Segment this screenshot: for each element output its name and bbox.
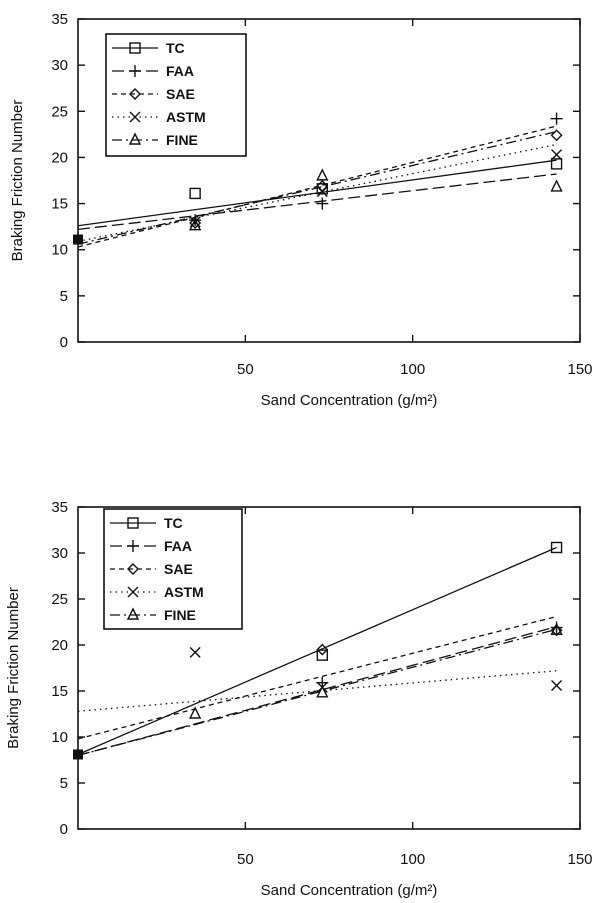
legend-marker-faa — [129, 65, 141, 77]
data-point-sae — [550, 129, 563, 142]
x-tick-label: 50 — [237, 851, 254, 868]
legend-label-faa: FAA — [166, 63, 194, 79]
legend-marker-tc — [127, 517, 139, 529]
y-tick-label: 35 — [51, 11, 68, 28]
y-tick-label: 20 — [51, 149, 68, 166]
legend-marker-tc — [129, 42, 141, 54]
y-tick-label: 25 — [51, 103, 68, 120]
x-axis-title: Sand Concentration (g/m²) — [261, 882, 438, 899]
data-point-tc — [550, 541, 563, 554]
y-tick-label: 20 — [51, 637, 68, 654]
x-tick-label: 50 — [237, 361, 254, 378]
y-tick-label: 0 — [60, 821, 68, 838]
legend-label-tc: TC — [166, 40, 185, 56]
data-point-tc — [189, 187, 201, 200]
y-tick-label: 15 — [51, 683, 68, 700]
chart-panel-2: 0 5 10 15 20 25 30 35 50 100 150 Sand Concentration… — [5, 499, 593, 899]
data-point-fine — [189, 218, 202, 231]
data-point-fine — [316, 685, 329, 698]
legend-label-fine: FINE — [166, 132, 198, 148]
y-tick-label: 0 — [60, 334, 68, 351]
data-point-astm — [551, 149, 563, 161]
y-tick-label: 10 — [51, 242, 68, 259]
x-axis-title: Sand Concentration (g/m²) — [261, 392, 438, 409]
data-point-fine — [189, 706, 202, 719]
legend: TC FAA SAE ASTM FINE — [105, 33, 247, 157]
legend-box — [103, 508, 243, 630]
data-point-sae — [316, 643, 329, 656]
legend-label-astm: ASTM — [166, 109, 206, 125]
y-tick-label: 35 — [51, 499, 68, 516]
fit-line-fine — [77, 628, 557, 757]
legend-marker-fine — [128, 132, 142, 145]
data-point-sae — [189, 216, 202, 229]
legend-marker-astm — [129, 111, 141, 123]
legend-marker-sae — [127, 563, 139, 575]
legend-marker-fine — [126, 607, 140, 620]
legend-marker-astm — [127, 586, 139, 598]
data-point-faa — [550, 112, 563, 125]
legend-label-sae: SAE — [164, 561, 193, 577]
legend-label-tc: TC — [164, 515, 183, 531]
data-point-tc — [550, 158, 563, 170]
y-axis-title: Braking Friction Number — [9, 100, 26, 262]
legend: TC FAA SAE ASTM FINE — [103, 508, 243, 630]
chart-panel-1: 0 5 10 15 20 25 30 35 50 100 150 Sand Concentration… — [9, 11, 593, 409]
x-tick-label: 100 — [400, 851, 425, 868]
fit-line-faa — [77, 173, 557, 231]
legend-label-fine: FINE — [164, 607, 196, 623]
data-point-faa — [316, 197, 329, 210]
fit-line-faa — [77, 625, 557, 757]
baseline-point — [73, 749, 83, 760]
data-point-astm — [316, 186, 328, 198]
y-tick-label: 30 — [51, 545, 68, 562]
legend-label-faa: FAA — [164, 538, 192, 554]
data-point-sae — [550, 624, 563, 637]
legend-box — [105, 33, 247, 157]
data-point-astm — [189, 646, 201, 658]
legend-label-astm: ASTM — [164, 584, 204, 600]
y-tick-label: 25 — [51, 591, 68, 608]
data-point-fine — [316, 168, 329, 181]
x-tick-label: 150 — [567, 851, 592, 868]
y-axis-title: Braking Friction Number — [5, 587, 22, 749]
data-point-tc — [316, 183, 329, 195]
y-tick-label: 30 — [51, 57, 68, 74]
y-tick-label: 5 — [60, 288, 68, 305]
y-tick-label: 10 — [51, 729, 68, 746]
x-tick-label: 150 — [567, 361, 592, 378]
plot-frame — [77, 506, 581, 830]
y-tick-label: 15 — [51, 196, 68, 213]
legend-label-sae: SAE — [166, 86, 195, 102]
data-point-tc — [316, 649, 329, 661]
legend-marker-sae — [129, 88, 141, 100]
data-point-fine — [550, 179, 563, 192]
fit-line-sae — [77, 615, 557, 740]
baseline-point — [73, 234, 83, 245]
data-point-astm — [551, 679, 563, 691]
x-tick-label: 100 — [400, 361, 425, 378]
legend-marker-faa — [127, 540, 139, 552]
plot-frame — [77, 18, 581, 343]
data-point-fine — [550, 622, 563, 635]
y-tick-label: 5 — [60, 775, 68, 792]
